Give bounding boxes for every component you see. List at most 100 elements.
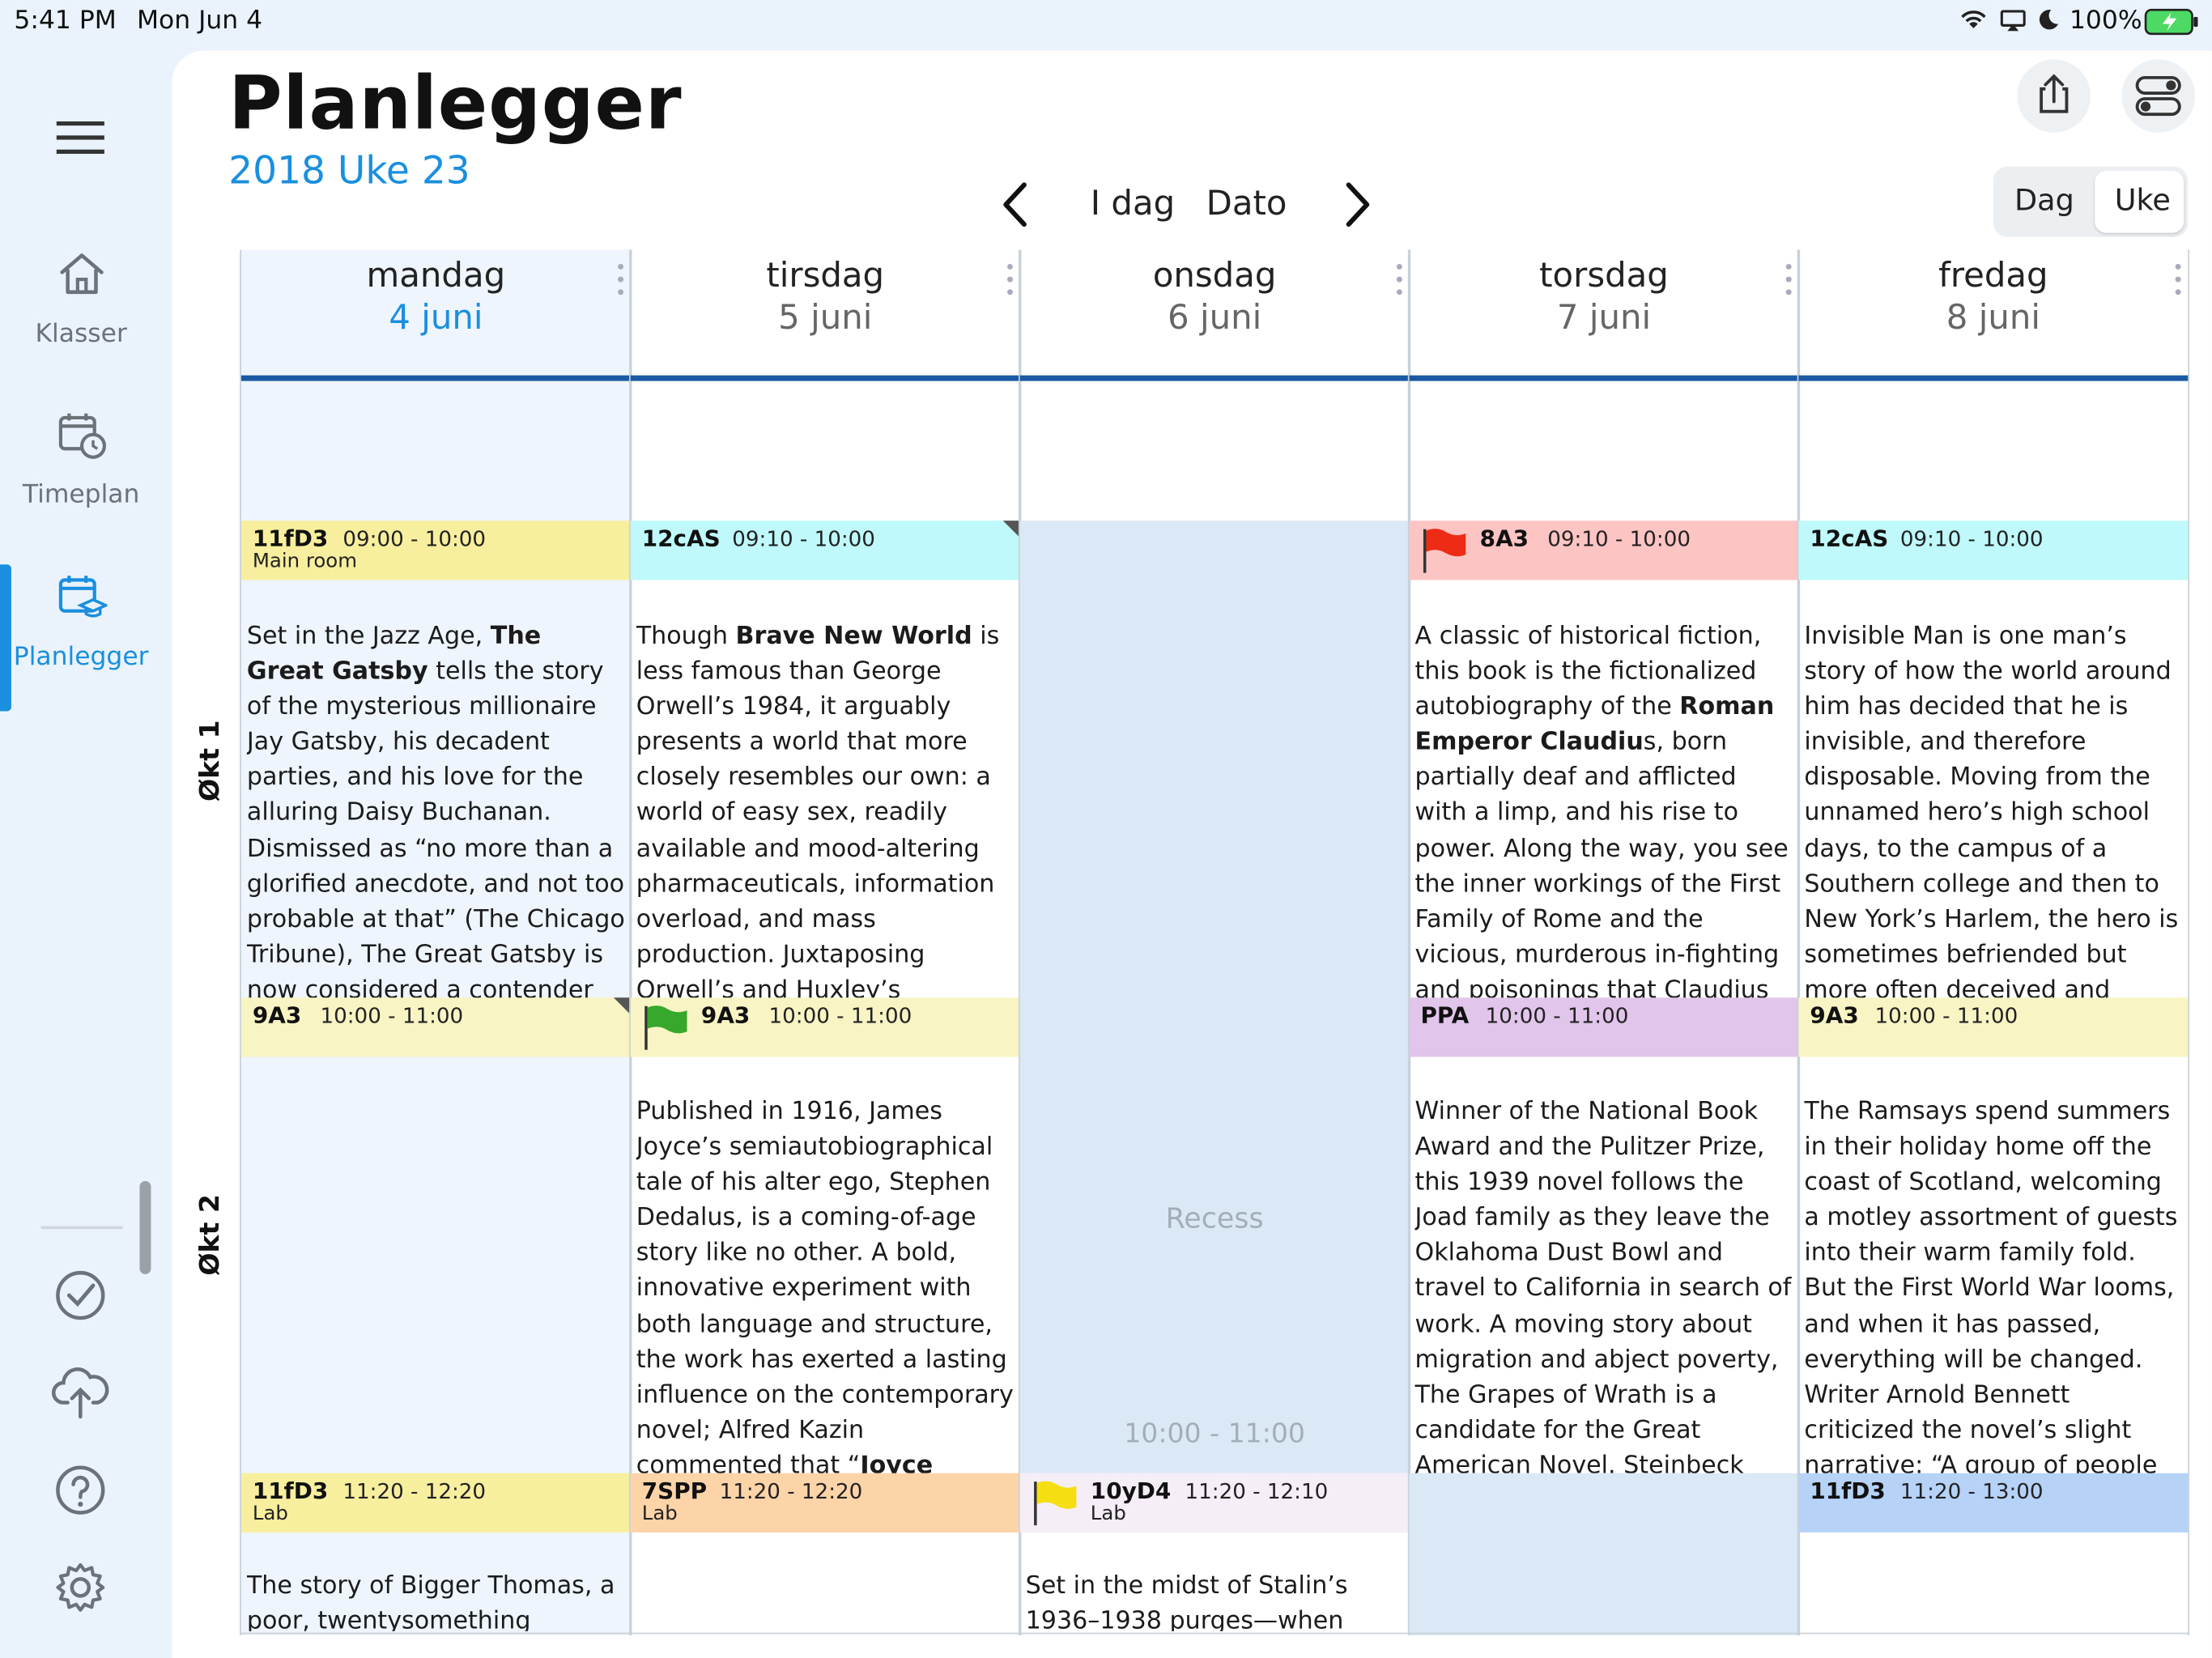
view-option-dag[interactable]: Dag xyxy=(2014,183,2074,218)
lesson-header[interactable]: 11fD3 09:00 - 10:00 Main room xyxy=(240,521,631,580)
lesson-header[interactable]: 8A3 09:10 - 10:00 xyxy=(1409,521,1799,580)
yellow-flag-icon xyxy=(1034,1481,1077,1526)
sidebar-divider xyxy=(40,1226,123,1230)
share-button[interactable] xyxy=(2017,59,2091,133)
date-button[interactable]: Dato xyxy=(1206,183,1287,223)
sidebar-item-label: Klasser xyxy=(35,318,127,349)
lesson-description[interactable]: Set in the midst of Stalin’s 1936–1938 p… xyxy=(1025,1571,1348,1631)
lesson-description[interactable]: The Ramsays spend summers in their holid… xyxy=(1804,1098,2178,1477)
day-header[interactable]: torsdag 7 juni xyxy=(1410,250,1799,377)
lesson-time: 10:00 - 11:00 xyxy=(1485,1003,1629,1029)
day-date: 5 juni xyxy=(778,297,873,338)
class-code: 7SPP xyxy=(641,1477,708,1505)
page-title: Planlegger xyxy=(228,62,683,147)
week-subtitle: 2018 Uke 23 xyxy=(228,149,470,193)
day-header[interactable]: tirsdag 5 juni xyxy=(631,250,1020,377)
calendar-planner-icon xyxy=(57,576,107,618)
class-code: 9A3 xyxy=(700,1001,751,1029)
lesson-description[interactable]: A classic of historical fiction, this bo… xyxy=(1414,622,1789,1001)
day-column-tirsdag: tirsdag 5 juni 12cAS 09:10 - 10:00 Thoug… xyxy=(629,249,1022,1636)
next-week-button[interactable] xyxy=(1338,181,1377,234)
day-date: 4 juni xyxy=(389,297,483,338)
day-column-torsdag: torsdag 7 juni 8A3 09:10 - 10:00 A class… xyxy=(1407,249,1801,1636)
header-divider xyxy=(1409,375,1799,381)
lesson-header[interactable]: 9A3 10:00 - 11:00 xyxy=(630,997,1020,1057)
view-toggle-selection xyxy=(2095,170,2184,233)
lesson-description[interactable]: Invisible Man is one man’s story of how … xyxy=(1804,622,2179,1001)
lesson-header[interactable]: 11fD3 11:20 - 13:00 xyxy=(1798,1473,2189,1533)
day-column-onsdag: onsdag 6 juni Recess 10:00 - 11:00 10yD4… xyxy=(1018,249,1411,1636)
sidebar-item-klasser[interactable]: Klasser xyxy=(0,249,162,349)
more-icon[interactable] xyxy=(2175,263,2181,302)
lesson-description[interactable]: Set in the Jazz Age, The Great Gatsby te… xyxy=(246,622,625,1001)
day-date: 6 juni xyxy=(1168,297,1262,338)
more-icon[interactable] xyxy=(618,263,624,302)
day-name: torsdag xyxy=(1539,255,1669,295)
lesson-time: 10:00 - 11:00 xyxy=(320,1003,464,1029)
day-header[interactable]: onsdag 6 juni xyxy=(1020,250,1410,377)
lesson-time: 11:20 - 12:10 xyxy=(1185,1478,1329,1505)
sidebar-scroll-handle[interactable] xyxy=(139,1180,151,1274)
more-icon[interactable] xyxy=(1785,263,1792,302)
moon-icon xyxy=(2037,8,2060,36)
more-icon[interactable] xyxy=(1396,263,1402,302)
class-code: 11fD3 xyxy=(252,1477,329,1505)
day-date: 7 juni xyxy=(1556,297,1652,338)
lesson-description[interactable]: Though Brave New World is less famous th… xyxy=(636,622,1000,1001)
day-name: mandag xyxy=(366,255,506,295)
today-button[interactable]: I dag xyxy=(1090,183,1176,223)
more-icon[interactable] xyxy=(1007,263,1013,302)
lesson-time: 10:00 - 11:00 xyxy=(768,1003,912,1029)
sidebar-item-timeplan[interactable]: Timeplan xyxy=(0,409,162,509)
day-name: onsdag xyxy=(1152,255,1277,295)
class-code: 10yD4 xyxy=(1090,1477,1172,1505)
chevron-left-icon xyxy=(1003,182,1027,227)
day-name: fredag xyxy=(1938,255,2048,295)
day-header[interactable]: fredag 8 juni xyxy=(1798,250,2188,377)
lesson-header[interactable]: 7SPP 11:20 - 12:20 Lab xyxy=(630,1473,1020,1533)
lesson-description[interactable]: Winner of the National Book Award and th… xyxy=(1414,1098,1792,1477)
class-code: 8A3 xyxy=(1479,525,1529,552)
status-date: Mon Jun 4 xyxy=(137,5,263,36)
lesson-header[interactable]: PPA 10:00 - 11:00 xyxy=(1409,997,1799,1057)
airplay-icon xyxy=(2000,10,2026,36)
sidebar-item-planlegger[interactable]: Planlegger xyxy=(0,572,162,672)
header-divider xyxy=(1798,375,2189,381)
recess-block[interactable]: Recess 10:00 - 11:00 xyxy=(1019,521,1410,1473)
recess-time: 10:00 - 11:00 xyxy=(1124,1418,1306,1450)
grid-bottom-line xyxy=(240,1632,2190,1635)
note-corner-icon xyxy=(613,997,631,1015)
menu-icon[interactable] xyxy=(56,121,104,161)
view-option-uke[interactable]: Uke xyxy=(2114,183,2171,218)
lesson-time: 09:10 - 10:00 xyxy=(732,526,875,552)
status-time: 5:41 PM xyxy=(14,5,117,36)
lesson-header[interactable]: 9A3 10:00 - 11:00 xyxy=(1798,997,2189,1057)
day-header[interactable]: mandag 4 juni xyxy=(241,250,631,377)
lesson-header[interactable]: 11fD3 11:20 - 12:20 Lab xyxy=(240,1473,631,1533)
checkmark-icon[interactable] xyxy=(53,1269,107,1328)
day-column-fredag: fredag 8 juni 12cAS 09:10 - 10:00 Invisi… xyxy=(1797,249,2190,1636)
lesson-header[interactable]: 12cAS 09:10 - 10:00 xyxy=(630,521,1020,580)
toggle-settings-button[interactable] xyxy=(2121,59,2196,133)
wifi-icon xyxy=(1958,8,1989,36)
calendar-clock-icon xyxy=(57,413,106,459)
lesson-description[interactable]: The story of Bigger Thomas, a poor, twen… xyxy=(246,1571,615,1631)
header-divider xyxy=(240,375,631,381)
battery-percent: 100% xyxy=(2069,5,2142,36)
lesson-description[interactable]: Published in 1916, James Joyce’s semiaut… xyxy=(636,1098,1014,1477)
lesson-header[interactable]: 10yD4 11:20 - 12:10 Lab xyxy=(1019,1473,1410,1533)
cloud-upload-icon[interactable] xyxy=(51,1363,110,1426)
recess-label: Recess xyxy=(1165,1201,1264,1235)
lesson-header[interactable]: 12cAS 09:10 - 10:00 xyxy=(1798,521,2189,580)
prev-week-button[interactable] xyxy=(996,181,1036,234)
empty-slot[interactable] xyxy=(1409,1473,1799,1636)
lesson-time: 09:10 - 10:00 xyxy=(1547,526,1691,552)
lesson-time: 11:20 - 13:00 xyxy=(1899,1478,2044,1505)
lesson-time: 10:00 - 11:00 xyxy=(1874,1003,2018,1029)
class-code: 9A3 xyxy=(252,1001,302,1029)
gear-icon[interactable] xyxy=(53,1561,107,1620)
lesson-header[interactable]: 9A3 10:00 - 11:00 xyxy=(240,997,631,1057)
help-icon[interactable] xyxy=(53,1463,107,1522)
view-toggle: Dag Uke xyxy=(1993,166,2189,237)
lesson-room: Lab xyxy=(252,1503,288,1526)
